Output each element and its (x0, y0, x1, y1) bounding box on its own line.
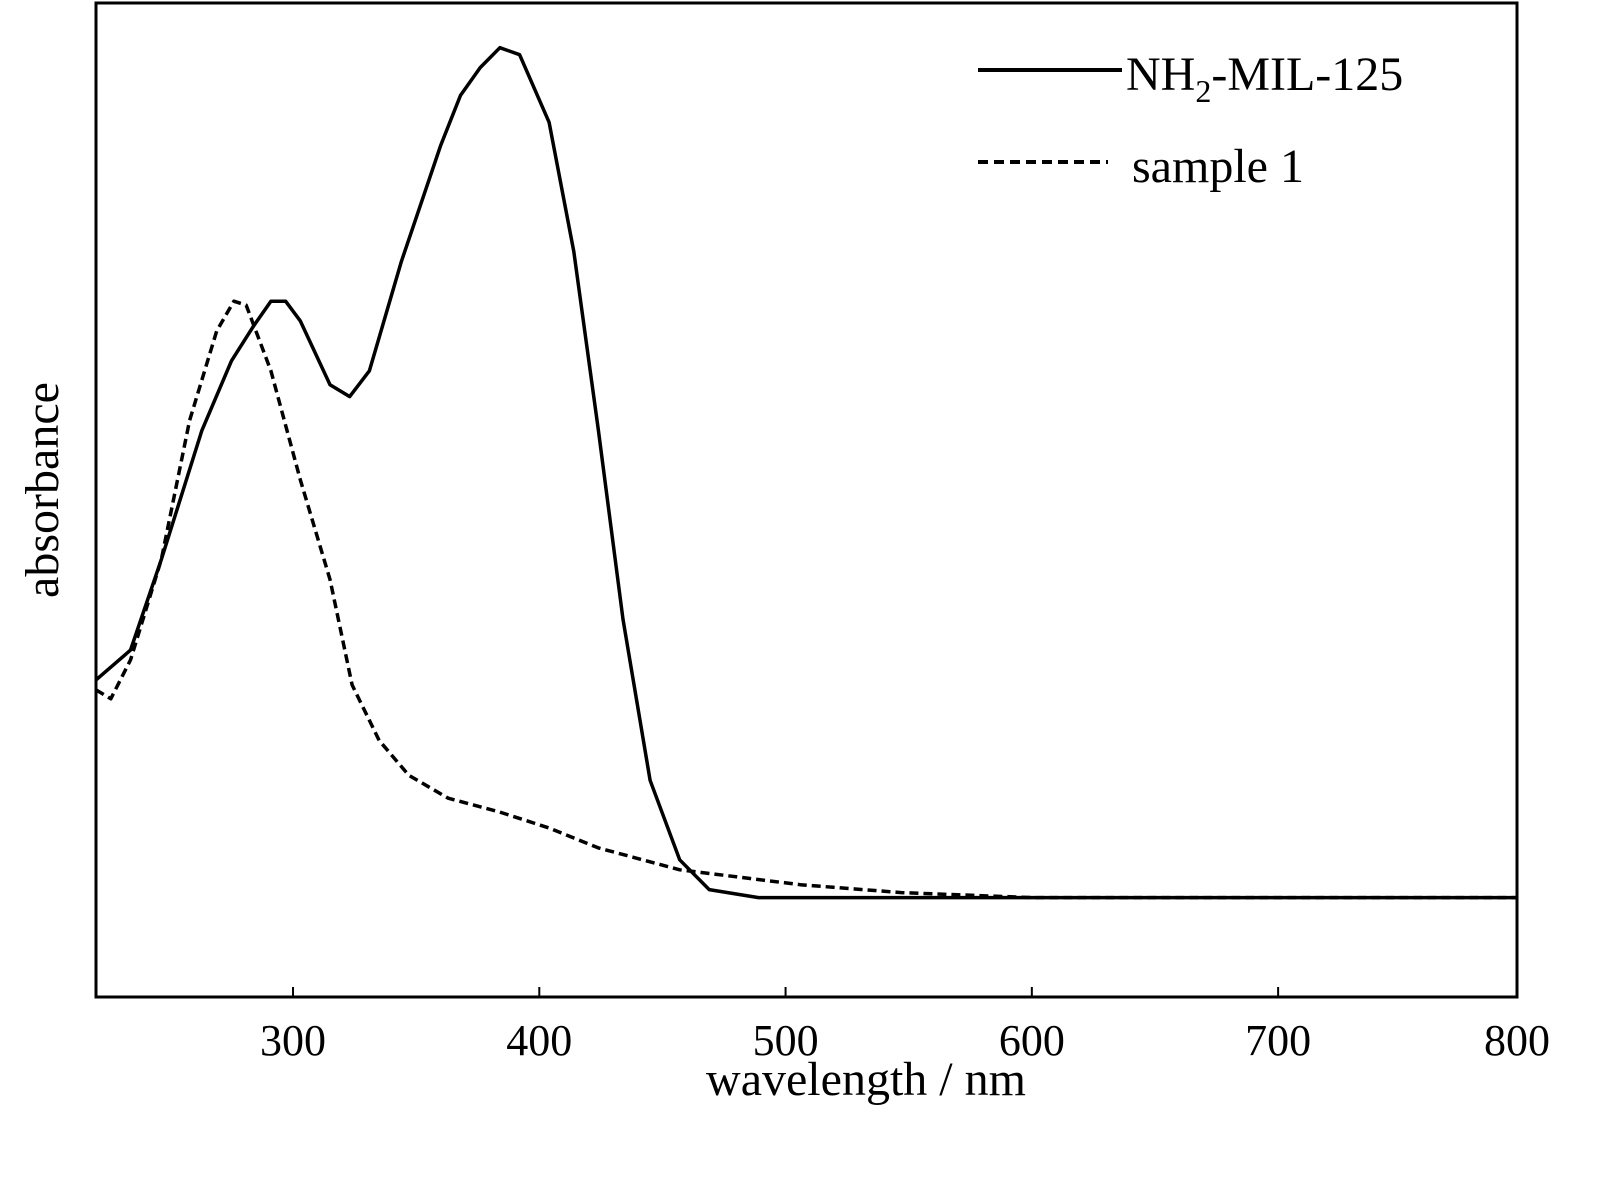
legend-label-part: -MIL-125 (1211, 48, 1403, 101)
x-ticks: 300 400 500 600 700 800 (260, 987, 1550, 1065)
x-tick-label: 600 (999, 1016, 1065, 1065)
plot-frame (94, 1, 1519, 999)
x-tick-label: 300 (260, 1016, 326, 1065)
series-lines (94, 45, 1517, 900)
legend-label-subscript: 2 (1195, 73, 1211, 109)
legend-label-nh2-mil-125: NH2-MIL-125 (1126, 48, 1403, 109)
legend: NH2-MIL-125 sample 1 (978, 48, 1403, 193)
x-tick-label: 500 (753, 1016, 819, 1065)
x-axis-label: wavelength / nm (706, 1053, 1026, 1106)
legend-label-sample-1: sample 1 (1132, 140, 1304, 193)
legend-label-part: NH (1126, 48, 1195, 101)
x-tick-label: 800 (1484, 1016, 1550, 1065)
x-tick-label: 400 (506, 1016, 572, 1065)
y-axis-label: absorbance (16, 382, 69, 598)
series-line-sample-1 (95, 299, 1517, 900)
x-tick-label: 700 (1245, 1016, 1311, 1065)
